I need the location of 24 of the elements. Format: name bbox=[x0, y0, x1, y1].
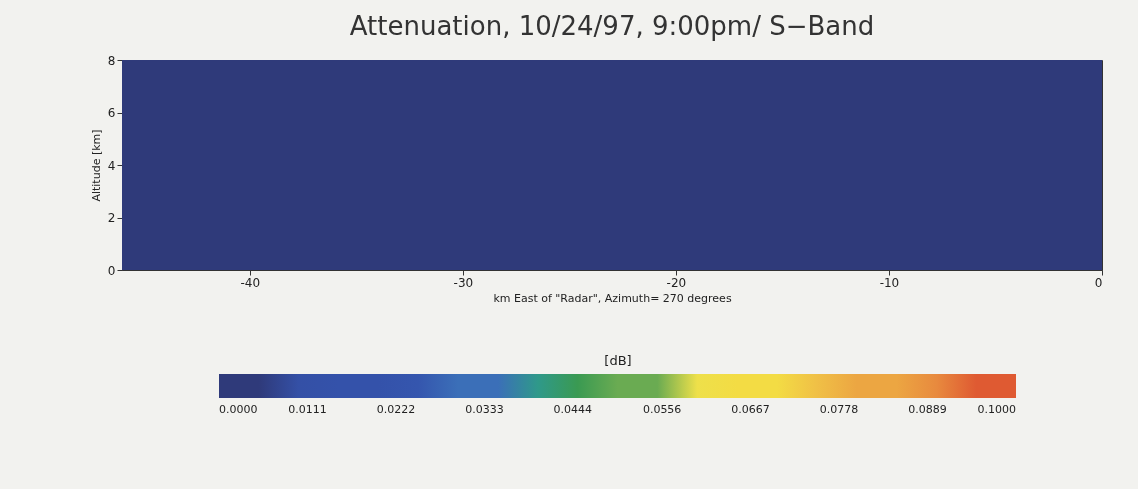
y-axis-title: Altitude [km] bbox=[89, 129, 103, 202]
y-tick-label: 0 bbox=[107, 263, 116, 278]
color-bar-label: 0.0000 bbox=[219, 403, 258, 416]
y-tick-label: 8 bbox=[107, 53, 116, 68]
x-tick-label: 0 bbox=[1094, 275, 1103, 290]
y-tick-label: 2 bbox=[107, 211, 116, 225]
color-bar-label: 0.0222 bbox=[376, 403, 416, 416]
color-bar-label: 0.0333 bbox=[465, 403, 504, 416]
y-tick-label: 6 bbox=[107, 106, 116, 120]
x-tick-label: -10 bbox=[879, 275, 900, 290]
x-axis-title: km East of "Radar", Azimuth= 270 degrees bbox=[493, 291, 732, 305]
color-bar-label: 0.0444 bbox=[553, 403, 593, 416]
chart-title: Attenuation, 10/24/97, 9:00pm/ S−Band bbox=[349, 11, 875, 41]
color-bar-label: 0.0889 bbox=[908, 403, 947, 416]
x-tick-label: -40 bbox=[240, 275, 261, 290]
color-bar-label: 0.0778 bbox=[819, 403, 859, 416]
color-bar-label: 0.0556 bbox=[642, 403, 682, 416]
color-bar-label: 0.0111 bbox=[288, 403, 327, 416]
y-tick-label: 4 bbox=[107, 158, 116, 173]
color-bar-label: 0.0667 bbox=[731, 403, 770, 416]
x-tick-label: -20 bbox=[666, 275, 687, 290]
color-bar-label: 0.1000 bbox=[977, 403, 1016, 416]
x-tick-label: -30 bbox=[453, 275, 474, 290]
color-bar-title: [dB] bbox=[604, 353, 632, 368]
